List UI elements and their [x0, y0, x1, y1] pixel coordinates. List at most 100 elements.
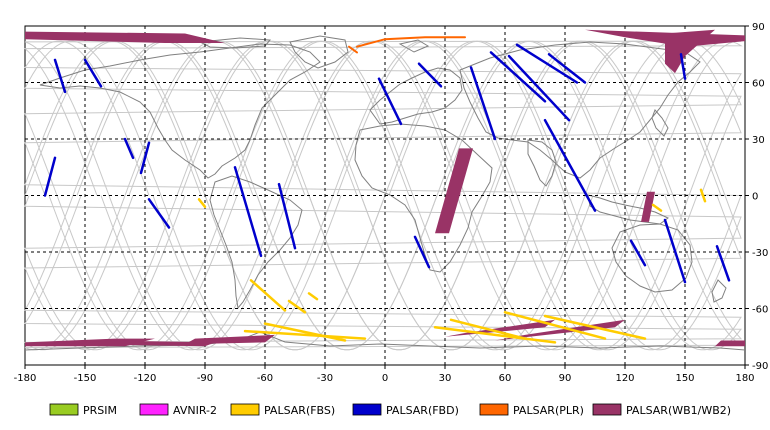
- coast-new-zealand: [711, 279, 727, 303]
- y-tick-label: 30: [752, 135, 765, 146]
- legend-item: PALSAR(PLR): [479, 403, 584, 417]
- fbd-swath: [277, 182, 297, 250]
- x-tick-label: -30: [317, 373, 333, 384]
- fbs-swath: [449, 318, 527, 340]
- fbd-swath: [547, 53, 587, 84]
- fbd-swath: [417, 62, 443, 88]
- fbs-swath: [243, 329, 367, 340]
- legend-swatch: [352, 403, 382, 416]
- fbs-swath: [249, 279, 287, 312]
- legend-label: PALSAR(PLR): [513, 404, 584, 417]
- fbd-swath: [489, 51, 547, 103]
- legend-label: AVNIR-2: [173, 404, 217, 417]
- fbs-swath: [197, 198, 207, 209]
- y-tick-label: -90: [752, 361, 768, 372]
- coast-greenland: [289, 35, 349, 69]
- y-tick-label: -60: [752, 305, 768, 316]
- plr-swath: [356, 36, 466, 48]
- graticule: [25, 26, 745, 365]
- orbit-track: [24, 40, 743, 351]
- fbd-swath: [83, 58, 103, 88]
- legend-item: PALSAR(FBD): [352, 403, 459, 417]
- y-tick-label: 60: [752, 79, 765, 90]
- fbd-swath: [629, 239, 647, 267]
- legend-label: PALSAR(FBD): [386, 404, 459, 417]
- wb-swath: [75, 340, 215, 347]
- fbs-swath: [699, 188, 707, 203]
- x-tick-label: 90: [559, 373, 572, 384]
- legend: PRSIM AVNIR-2 PALSAR(FBS) PALSAR(FBD) PALSAR…: [49, 403, 731, 417]
- x-tick-label: 120: [615, 373, 634, 384]
- coast-africa: [354, 123, 493, 273]
- x-tick-label: 0: [382, 373, 388, 384]
- x-tick-label: -60: [257, 373, 273, 384]
- legend-label: PALSAR(FBS): [264, 404, 335, 417]
- fbs-swath: [651, 203, 663, 212]
- x-tick-label: 150: [675, 373, 694, 384]
- y-axis-ticks: 90 60 30 0 -30 -60 -90: [745, 22, 768, 372]
- plr-swath: [348, 45, 358, 54]
- fbd-swath: [663, 218, 687, 284]
- x-tick-label: -120: [134, 373, 157, 384]
- fbd-swath: [507, 54, 571, 122]
- fbd-swath: [233, 166, 263, 258]
- legend-item: PALSAR(WB1/WB2): [592, 403, 731, 417]
- legend-label: PALSAR(WB1/WB2): [626, 404, 731, 417]
- legend-swatch: [49, 403, 79, 416]
- x-tick-label: -90: [197, 373, 213, 384]
- legend-swatch: [592, 403, 622, 416]
- fbs-swath: [287, 299, 307, 314]
- legend-item: AVNIR-2: [139, 403, 217, 417]
- fbd-swath: [543, 118, 597, 212]
- coast-india: [527, 139, 557, 187]
- fbs-swath: [307, 292, 319, 301]
- legend-swatch: [479, 403, 509, 416]
- coast-indonesia: [587, 194, 669, 225]
- fbd-swath: [147, 198, 171, 229]
- legend-item: PALSAR(FBS): [230, 403, 335, 417]
- legend-swatch: [139, 403, 169, 416]
- coast-australia: [611, 223, 693, 293]
- fbs-swath: [543, 314, 647, 340]
- x-tick-label: 30: [439, 373, 452, 384]
- coast-japan: [651, 109, 669, 137]
- fbd-swath: [679, 53, 687, 80]
- wb-swath: [665, 29, 715, 74]
- y-tick-label: -30: [752, 248, 768, 259]
- x-tick-label: -150: [74, 373, 97, 384]
- x-tick-label: -180: [14, 373, 37, 384]
- wb-swath: [25, 31, 225, 43]
- fbd-swath: [715, 245, 731, 282]
- fbd-swath: [515, 43, 579, 84]
- fbs-swath: [433, 326, 557, 344]
- x-axis-ticks: -180 -150 -120 -90 -60 -30 0 30 60 90 120 150 180: [14, 365, 755, 384]
- wb-swath: [435, 148, 473, 234]
- fbd-swath: [469, 66, 497, 141]
- fbd-swath: [139, 141, 151, 175]
- coast-north-america: [39, 43, 321, 179]
- legend-item: PRSIM: [49, 403, 117, 417]
- orbit-track: [24, 40, 742, 351]
- orbit-track: [232, 40, 594, 351]
- wb-swath: [641, 191, 655, 222]
- coast-europe: [369, 67, 463, 125]
- fbd-swath: [53, 58, 67, 94]
- x-tick-label: 60: [499, 373, 512, 384]
- y-tick-label: 90: [752, 22, 765, 33]
- wb-swath: [495, 319, 625, 341]
- wb-swath: [185, 334, 275, 345]
- fbs-swath: [503, 311, 607, 340]
- fbd-swath: [43, 156, 57, 197]
- fbd-swath: [377, 77, 403, 126]
- acquisition-swaths: [25, 29, 745, 347]
- y-tick-label: 0: [752, 192, 758, 203]
- coast-svalbard: [398, 39, 430, 53]
- legend-label: PRSIM: [83, 404, 117, 417]
- wb-swath: [715, 340, 745, 347]
- x-tick-label: 180: [735, 373, 754, 384]
- fbd-swath: [123, 137, 135, 160]
- legend-swatch: [230, 403, 260, 416]
- fbd-swath: [413, 235, 431, 269]
